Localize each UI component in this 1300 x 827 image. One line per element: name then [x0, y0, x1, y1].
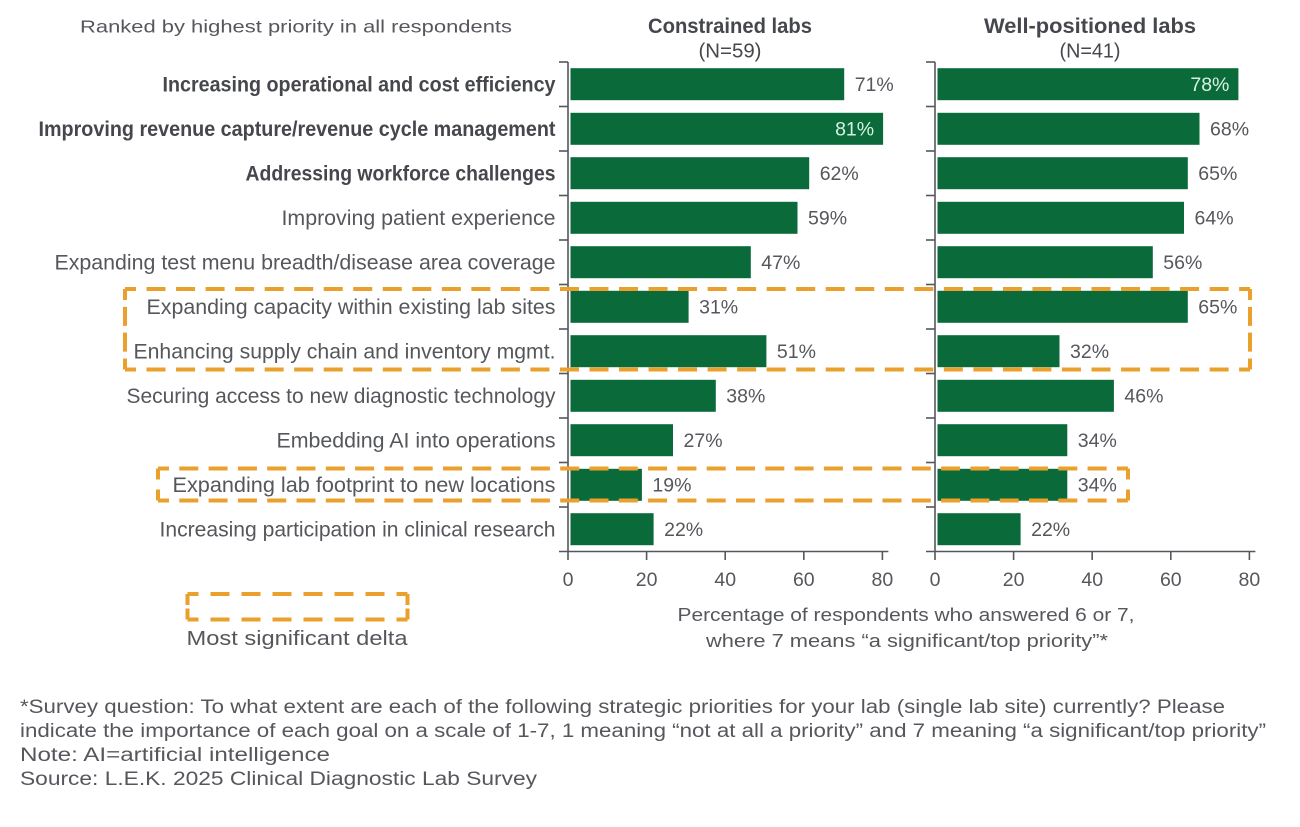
svg-text:32%: 32% [1070, 341, 1109, 363]
svg-text:Percentage of respondents who: Percentage of respondents who answered 6… [678, 604, 1135, 625]
svg-text:22%: 22% [1031, 519, 1070, 541]
svg-text:0: 0 [563, 569, 574, 591]
svg-text:47%: 47% [761, 252, 800, 274]
svg-text:Note: AI=artificial intelligen: Note: AI=artificial intelligence [20, 745, 330, 766]
svg-text:(N=59): (N=59) [699, 41, 762, 63]
svg-text:Expanding test menu breadth/di: Expanding test menu breadth/disease area… [55, 251, 556, 275]
svg-text:Enhancing supply chain and inv: Enhancing supply chain and inventory mgm… [134, 340, 556, 364]
svg-text:56%: 56% [1163, 252, 1202, 274]
svg-text:19%: 19% [652, 475, 691, 497]
svg-text:Well-positioned labs: Well-positioned labs [984, 14, 1196, 38]
svg-text:81%: 81% [835, 119, 874, 141]
svg-text:60: 60 [1160, 569, 1182, 591]
svg-text:where 7 means “a significant/t: where 7 means “a significant/top priorit… [705, 630, 1108, 651]
svg-text:34%: 34% [1078, 430, 1117, 452]
svg-text:51%: 51% [777, 341, 816, 363]
svg-text:Addressing workforce challenge: Addressing workforce challenges [246, 162, 556, 186]
svg-text:Increasing operational and cos: Increasing operational and cost efficien… [163, 73, 556, 97]
svg-text:34%: 34% [1078, 475, 1117, 497]
svg-text:Increasing participation in cl: Increasing participation in clinical res… [160, 518, 556, 542]
svg-text:Ranked by highest priority in: Ranked by highest priority in all respon… [80, 17, 512, 37]
svg-text:indicate the importance of eac: indicate the importance of each goal on … [20, 721, 1266, 742]
svg-text:31%: 31% [699, 297, 738, 319]
svg-text:65%: 65% [1198, 297, 1237, 319]
svg-text:80: 80 [872, 569, 894, 591]
svg-text:40: 40 [714, 569, 736, 591]
svg-text:68%: 68% [1210, 119, 1249, 141]
svg-text:20: 20 [636, 569, 658, 591]
svg-text:Embedding AI into operations: Embedding AI into operations [277, 429, 556, 453]
svg-text:Most significant delta: Most significant delta [187, 627, 409, 650]
svg-text:Improving revenue capture/reve: Improving revenue capture/revenue cycle … [39, 117, 556, 141]
svg-text:78%: 78% [1190, 74, 1229, 96]
svg-text:Constrained labs: Constrained labs [648, 14, 812, 38]
svg-text:71%: 71% [855, 74, 894, 96]
svg-text:38%: 38% [726, 386, 765, 408]
svg-text:80: 80 [1239, 569, 1261, 591]
svg-text:Securing access to new diagnos: Securing access to new diagnostic techno… [127, 384, 556, 408]
svg-text:62%: 62% [820, 163, 859, 185]
svg-text:27%: 27% [684, 430, 723, 452]
svg-text:64%: 64% [1195, 208, 1234, 230]
svg-text:(N=41): (N=41) [1060, 41, 1121, 63]
svg-text:40: 40 [1081, 569, 1103, 591]
svg-text:60: 60 [793, 569, 815, 591]
svg-text:20: 20 [1003, 569, 1025, 591]
svg-text:Improving patient experience: Improving patient experience [282, 206, 556, 230]
svg-text:46%: 46% [1124, 386, 1163, 408]
svg-text:*Survey question: To what exte: *Survey question: To what extent are eac… [20, 697, 1225, 718]
svg-text:65%: 65% [1198, 163, 1237, 185]
svg-text:Expanding lab footprint to new: Expanding lab footprint to new locations [173, 473, 556, 497]
svg-text:Expanding capacity within exis: Expanding capacity within existing lab s… [147, 295, 556, 319]
svg-text:Source: L.E.K. 2025 Clinical D: Source: L.E.K. 2025 Clinical Diagnostic … [20, 769, 538, 790]
svg-text:22%: 22% [664, 519, 703, 541]
svg-text:0: 0 [930, 569, 941, 591]
svg-text:59%: 59% [808, 208, 847, 230]
